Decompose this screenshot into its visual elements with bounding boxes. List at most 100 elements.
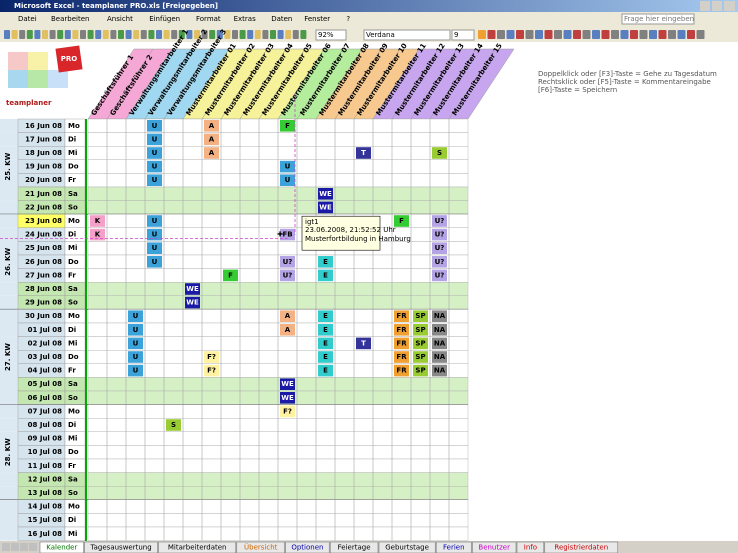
toolbar-button[interactable] [186, 30, 193, 39]
entry-cell[interactable] [280, 120, 295, 132]
toolbar-button[interactable] [487, 30, 496, 39]
toolbar-button[interactable] [156, 30, 162, 39]
entry-cell[interactable] [128, 337, 143, 350]
entry-cell[interactable] [394, 324, 409, 336]
toolbar-button[interactable] [49, 30, 56, 39]
toolbar-button[interactable] [148, 30, 155, 39]
entry-cell[interactable] [413, 310, 428, 322]
sheet-tab[interactable] [158, 541, 237, 553]
toolbar-button[interactable] [658, 30, 667, 39]
toolbar-button[interactable] [72, 30, 79, 39]
toolbar-button[interactable] [300, 30, 307, 39]
menu-item[interactable]: Datei [18, 15, 37, 23]
tab-scroll-button[interactable] [29, 543, 37, 551]
toolbar-button[interactable] [247, 30, 254, 39]
entry-cell[interactable] [90, 228, 105, 241]
toolbar-button[interactable] [554, 30, 562, 39]
entry-cell[interactable] [318, 256, 333, 268]
entry-cell[interactable] [318, 269, 333, 282]
sheet-tab[interactable] [544, 541, 619, 553]
entry-cell[interactable] [432, 242, 447, 254]
entry-cell[interactable] [318, 188, 333, 200]
toolbar-button[interactable] [140, 30, 147, 39]
entry-cell[interactable] [90, 215, 105, 227]
entry-cell[interactable] [128, 364, 143, 377]
sheet-tab-label[interactable]: Feiertage [338, 544, 371, 552]
entry-cell[interactable] [204, 133, 219, 146]
entry-cell[interactable] [147, 147, 162, 159]
toolbar-button[interactable] [668, 30, 676, 39]
sheet-tab[interactable] [435, 541, 472, 553]
toolbar-button[interactable] [292, 30, 299, 39]
toolbar-button[interactable] [64, 30, 71, 39]
entry-cell[interactable] [432, 364, 447, 377]
entry-cell[interactable] [128, 324, 143, 336]
entry-cell[interactable] [356, 147, 371, 159]
toolbar-button[interactable] [19, 30, 26, 39]
toolbar-button[interactable] [171, 30, 178, 39]
minimize-button[interactable] [700, 1, 710, 11]
toolbar-button[interactable] [262, 30, 269, 39]
sheet-tab[interactable] [39, 541, 84, 553]
tab-scroll-button[interactable] [2, 543, 10, 551]
sheet-tab-label[interactable]: Geburtstage [385, 544, 429, 552]
entry-cell[interactable] [147, 133, 162, 146]
entry-cell[interactable] [280, 324, 295, 336]
menu-item[interactable]: Fenster [304, 15, 330, 23]
entry-cell[interactable] [413, 337, 428, 350]
entry-cell[interactable] [280, 310, 295, 322]
toolbar-button[interactable] [209, 30, 216, 39]
toolbar-button[interactable] [611, 30, 619, 39]
entry-cell[interactable] [432, 228, 447, 241]
toolbar-button[interactable] [592, 30, 600, 39]
toolbar-button[interactable] [687, 30, 695, 39]
entry-cell[interactable] [432, 310, 447, 322]
close-button[interactable] [724, 1, 735, 11]
sheet-tab[interactable] [378, 541, 436, 553]
entry-cell[interactable] [147, 242, 162, 254]
toolbar-button[interactable] [11, 30, 18, 39]
entry-cell[interactable] [166, 419, 181, 431]
sheet-tab[interactable] [285, 541, 330, 553]
toolbar-button[interactable] [285, 30, 292, 39]
tab-scroll-button[interactable] [11, 543, 19, 551]
entry-cell[interactable] [318, 351, 333, 363]
entry-cell[interactable] [280, 228, 295, 241]
entry-cell[interactable] [413, 351, 428, 363]
entry-cell[interactable] [432, 351, 447, 363]
sheet-tab[interactable] [516, 541, 545, 553]
entry-cell[interactable] [394, 351, 409, 363]
toolbar-button[interactable] [620, 30, 629, 39]
toolbar-button[interactable] [57, 30, 64, 39]
entry-cell[interactable] [185, 296, 200, 309]
toolbar-button[interactable] [254, 30, 261, 39]
toolbar-button[interactable] [224, 30, 231, 39]
toolbar-button[interactable] [118, 30, 124, 39]
toolbar-button[interactable] [201, 30, 208, 39]
toolbar-button[interactable] [582, 30, 591, 39]
entry-cell[interactable] [394, 310, 409, 322]
menu-item[interactable]: Format [196, 15, 221, 23]
toolbar-button[interactable] [649, 30, 657, 39]
entry-cell[interactable] [318, 364, 333, 377]
toolbar-button[interactable] [232, 30, 238, 39]
toolbar-button[interactable] [696, 30, 705, 39]
maximize-button[interactable] [712, 1, 722, 11]
sheet-tab[interactable] [472, 541, 517, 553]
entry-cell[interactable] [185, 283, 200, 295]
toolbar-button[interactable] [573, 30, 581, 39]
entry-cell[interactable] [280, 378, 295, 390]
sheet-tab-label[interactable]: Kalender [46, 544, 77, 552]
toolbar-button[interactable] [125, 30, 132, 39]
toolbar-button[interactable] [216, 30, 223, 39]
toolbar-button[interactable] [4, 30, 10, 39]
entry-cell[interactable] [432, 147, 447, 159]
toolbar-button[interactable] [677, 30, 686, 39]
entry-cell[interactable] [147, 228, 162, 241]
entry-cell[interactable] [318, 337, 333, 350]
entry-cell[interactable] [432, 256, 447, 268]
entry-cell[interactable] [280, 269, 295, 282]
entry-cell[interactable] [432, 337, 447, 350]
entry-cell[interactable] [204, 147, 219, 159]
toolbar-button[interactable] [42, 30, 48, 39]
